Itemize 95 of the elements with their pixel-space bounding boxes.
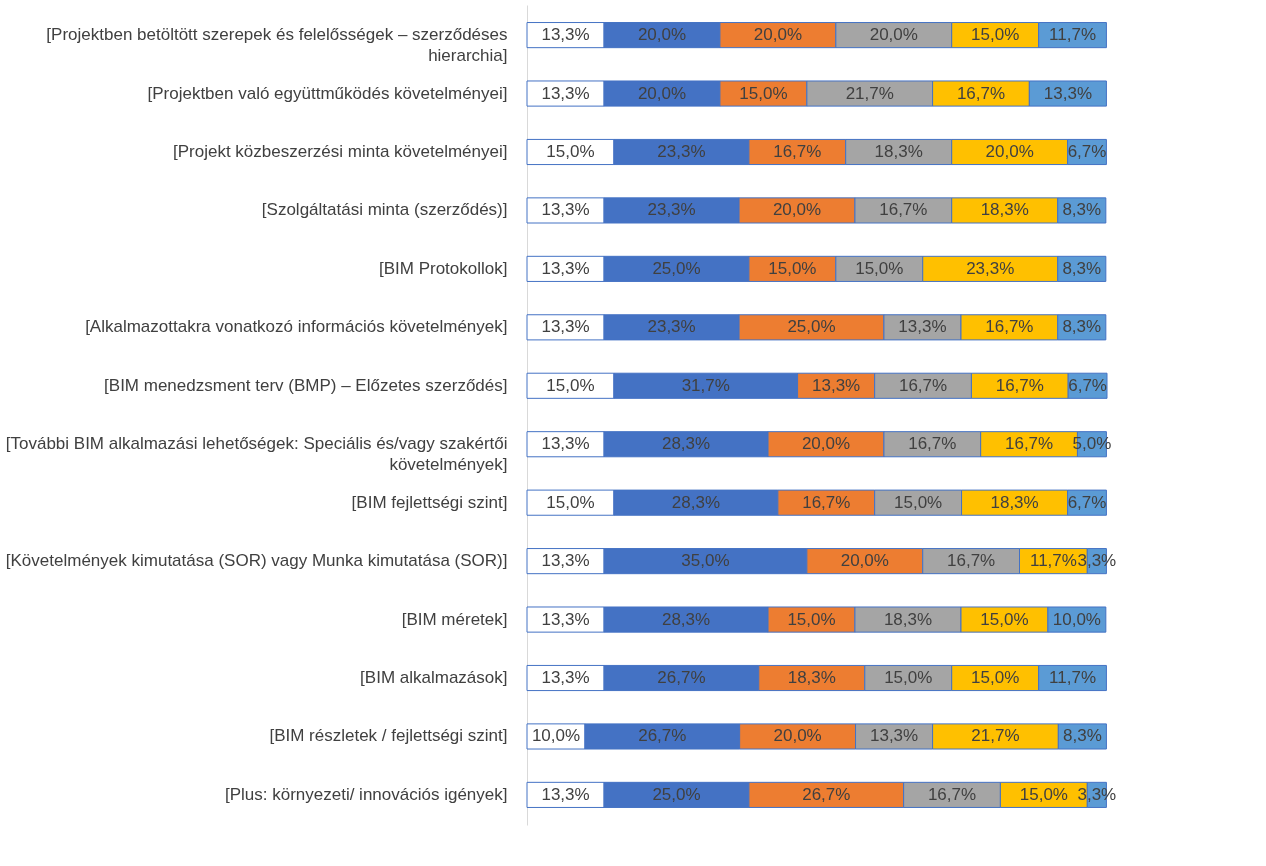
y-tick-label: [BIM fejlettségi szint]: [351, 492, 508, 512]
data-label: 15,0%: [546, 141, 595, 161]
data-label: 25,0%: [787, 317, 836, 337]
data-label: 11,7%: [1029, 551, 1077, 571]
data-label: 15,0%: [546, 492, 595, 512]
data-label: 31,7%: [681, 375, 730, 395]
y-tick-label: [Követelmények kimutatása (SOR) vagy Munka kimutatása (SOR)]: [5, 551, 508, 571]
data-label: 8,3%: [1062, 258, 1102, 278]
data-label: 15,0%: [768, 258, 817, 278]
data-label: 15,0%: [971, 668, 1020, 688]
data-label: 16,7%: [898, 375, 948, 395]
data-label: 16,7%: [908, 434, 957, 454]
data-label: 8,3%: [1063, 726, 1102, 746]
y-tick-label: [Projektben való együttműködés követelményei]: [147, 83, 508, 103]
data-label: 15,0%: [739, 83, 788, 103]
data-label: 15,0%: [855, 258, 904, 278]
data-label: 13,3%: [541, 25, 590, 45]
data-label: 26,7%: [638, 726, 687, 746]
data-label: 20,0%: [840, 551, 889, 571]
data-label: 21,7%: [845, 83, 894, 103]
data-label: 13,3%: [541, 200, 590, 220]
data-label: 23,3%: [657, 141, 706, 161]
data-label: 11,7%: [1049, 25, 1096, 45]
data-label: 13,3%: [541, 83, 590, 103]
data-label: 13,3%: [869, 726, 919, 746]
data-label: 15,0%: [787, 609, 836, 629]
data-label: 20,0%: [985, 141, 1034, 161]
data-label: 16,7%: [995, 375, 1044, 395]
data-label: 28,3%: [671, 492, 720, 512]
data-label: 23,3%: [647, 317, 696, 337]
data-label: 28,3%: [661, 609, 711, 629]
data-label: 15,0%: [894, 492, 943, 512]
data-label: 16,7%: [956, 83, 1006, 103]
data-label: 21,7%: [971, 726, 1020, 746]
data-label: 25,0%: [652, 784, 701, 804]
data-label: 20,0%: [637, 83, 687, 103]
data-label: 15,0%: [1019, 784, 1068, 804]
data-label: 26,7%: [657, 668, 706, 688]
data-label: 6,7%: [1068, 375, 1107, 395]
data-label: 18,3%: [883, 609, 933, 629]
data-label: 15,0%: [884, 668, 933, 688]
data-label: 20,0%: [753, 25, 802, 45]
y-tick-label: [Szolgáltatási minta (szerződés)]: [261, 200, 508, 220]
data-label: 16,7%: [947, 551, 996, 571]
y-tick-label: [Plus: környezeti/ innovációs igények]: [224, 784, 508, 804]
data-label: 18,3%: [787, 668, 836, 688]
data-label: 16,7%: [1004, 434, 1054, 454]
data-label: 18,3%: [874, 141, 923, 161]
data-label: 8,3%: [1062, 200, 1102, 220]
data-label: 35,0%: [681, 551, 730, 571]
data-label: 13,3%: [541, 668, 590, 688]
data-label: 20,0%: [772, 200, 822, 220]
data-label: 11,7%: [1049, 668, 1096, 688]
data-label: 20,0%: [637, 25, 687, 45]
data-label: 18,3%: [980, 200, 1029, 220]
data-label: 6,7%: [1067, 141, 1107, 161]
y-tick-label: [BIM részletek / fejlettségi szint]: [269, 726, 508, 746]
data-label: 13,3%: [541, 551, 590, 571]
data-label: 20,0%: [869, 25, 918, 45]
data-label: 15,0%: [980, 609, 1029, 629]
data-label: 16,7%: [927, 784, 977, 804]
data-label: 13,3%: [1043, 83, 1092, 103]
data-label: 16,7%: [802, 492, 851, 512]
y-tick-label: [BIM Protokollok]: [379, 258, 508, 278]
y-tick-label: [Projektben betöltött szerepek és felelősségek – szerződéses hierarchia]: [46, 25, 508, 66]
data-label: 8,3%: [1062, 317, 1102, 337]
data-label: 18,3%: [990, 492, 1039, 512]
data-label: 16,7%: [773, 141, 822, 161]
data-label: 13,3%: [541, 609, 590, 629]
data-label: 13,3%: [898, 317, 947, 337]
data-label: 13,3%: [541, 258, 590, 278]
data-label: 20,0%: [801, 434, 851, 454]
data-label: 16,7%: [985, 317, 1034, 337]
data-label: 13,3%: [541, 317, 590, 337]
data-label: 13,3%: [812, 375, 861, 395]
data-label: 13,3%: [541, 434, 590, 454]
data-label: 15,0%: [546, 375, 595, 395]
data-label: 15,0%: [971, 25, 1020, 45]
data-label: 20,0%: [773, 726, 822, 746]
data-label: 25,0%: [652, 258, 701, 278]
y-tick-label: [Projekt közbeszerzési minta követelményei]: [173, 141, 508, 161]
y-tick-label: [További BIM alkalmazási lehetőségek: Speciális és/vagy szakértői követelmények]: [5, 434, 508, 475]
y-tick-label: [Alkalmazottakra vonatkozó információs követelmények]: [85, 317, 508, 337]
data-label: 28,3%: [661, 434, 711, 454]
data-label: 16,7%: [879, 200, 928, 220]
data-label: 23,3%: [966, 258, 1015, 278]
data-label: 23,3%: [647, 200, 696, 220]
data-label: 13,3%: [541, 784, 590, 804]
y-tick-label: [BIM alkalmazások]: [360, 668, 508, 688]
y-tick-label: [BIM menedzsment terv (BMP) – Előzetes szerződés]: [104, 375, 508, 395]
y-tick-label: [BIM méretek]: [401, 609, 508, 629]
data-label: 10,0%: [531, 726, 581, 746]
data-label: 10,0%: [1052, 609, 1101, 629]
data-label: 6,7%: [1067, 492, 1107, 512]
data-label: 26,7%: [802, 784, 851, 804]
